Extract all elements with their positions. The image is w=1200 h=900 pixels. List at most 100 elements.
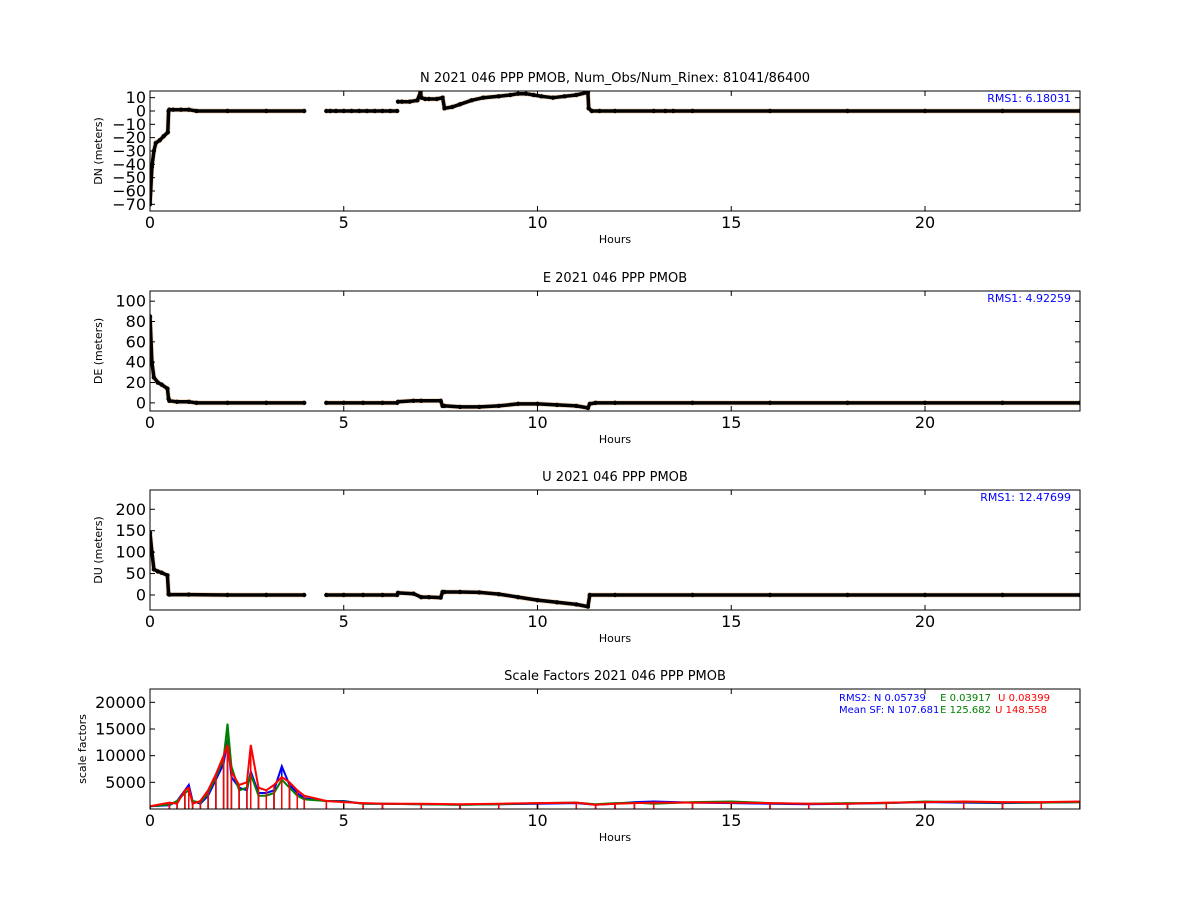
series-halo [150,316,305,406]
series-0 [150,530,1080,610]
data-point [395,399,401,405]
plot-frame [149,290,1081,412]
data-point [395,108,400,114]
data-point [418,91,423,95]
x-tick-label: 0 [145,213,155,232]
data-point [178,107,184,112]
x-tick-label: 5 [339,811,349,830]
data-point [264,592,269,598]
data-point [612,592,618,598]
series-line [150,107,305,205]
data-point [574,92,579,98]
chart-title: U 2021 046 PPP PMOB [542,470,688,485]
panel-dn: N 2021 046 PPP PMOB, Num_Obs/Num_Rinex: … [92,71,1081,246]
y-tick-label: 50 [126,564,146,583]
data-point [194,108,199,114]
data-point [767,400,773,406]
series-line [150,532,305,597]
x-tick-label: 20 [915,213,935,232]
series-0 [150,314,1080,411]
data-point [157,138,162,143]
data-point [411,398,416,404]
data-point [324,108,329,114]
data-point [380,108,385,114]
x-tick-label: 5 [339,612,349,631]
data-point [324,592,329,598]
y-tick-label: −20 [112,128,146,147]
data-point [442,589,447,595]
x-tick-label: 0 [145,413,155,432]
x-axis-label: Hours [599,632,631,645]
y-axis-label: DU (meters) [92,516,105,583]
data-point [690,400,695,406]
x-axis-label: Hours [599,233,631,246]
data-point [554,600,560,605]
data-point [562,94,567,99]
series-2 [150,744,1080,809]
data-point [597,108,602,114]
y-tick-label: −30 [112,142,146,161]
data-point [341,108,346,114]
data-point [225,108,230,114]
data-point [574,602,579,607]
data-point [333,108,339,114]
data-point [327,108,333,114]
data-point [360,400,366,406]
x-tick-label: 20 [915,811,935,830]
data-point [477,404,482,410]
plot-frame [149,688,1081,810]
data-layer [150,91,1080,207]
data-point [372,108,377,114]
x-tick-label: 0 [145,612,155,631]
data-point [585,604,591,609]
scale-factor-annotation: U 148.558 [995,705,1047,716]
data-point [438,398,443,404]
series-0 [150,91,1080,207]
data-point [515,401,521,407]
data-point [442,403,447,409]
panel-scale-factors: Scale Factors 2021 046 PPP PMOB 0 5 10 15 20 2… [76,669,1081,844]
data-point [481,95,486,100]
y-axis-label: scale factors [76,714,89,784]
data-point [415,98,420,103]
data-point [515,91,521,96]
scale-factor-annotation: Mean SF: N 107.681 [839,705,939,716]
data-point [360,592,366,598]
data-point [264,400,269,406]
series-line [150,744,1080,808]
data-point [225,400,230,406]
y-tick-label: 80 [126,312,146,331]
data-point [186,399,191,405]
chart-title: N 2021 046 PPP PMOB, Num_Obs/Num_Rinex: … [420,71,810,86]
panel-du: U 2021 046 PPP PMOB 0 5 10 15 20 200 150 100 50 0 H… [92,470,1081,645]
y-tick-label: 10 [126,88,146,107]
data-point [593,400,598,406]
data-point [496,403,501,409]
data-point [1000,108,1005,114]
series-halo [150,107,305,205]
data-point [550,95,556,100]
data-point [438,595,443,600]
data-point [174,399,180,405]
data-point [585,91,591,95]
x-tick-label: 15 [721,811,741,830]
data-point [167,592,172,597]
data-point [663,108,668,114]
data-point [419,398,424,404]
data-point [922,592,928,598]
data-point [515,594,521,600]
data-point [167,107,172,112]
data-point [587,592,593,598]
data-point [380,400,385,406]
y-tick-label: −60 [112,182,146,201]
data-point [341,592,346,598]
data-point [302,108,307,114]
x-tick-label: 20 [915,413,935,432]
scale-factor-annotation: RMS2: N 0.05739 [839,693,926,704]
data-point [395,590,401,596]
data-point [434,96,439,102]
data-point [585,405,591,411]
y-tick-label: 0 [136,393,146,412]
rms-annotation: RMS1: 4.92259 [987,292,1071,305]
data-point [399,99,405,104]
